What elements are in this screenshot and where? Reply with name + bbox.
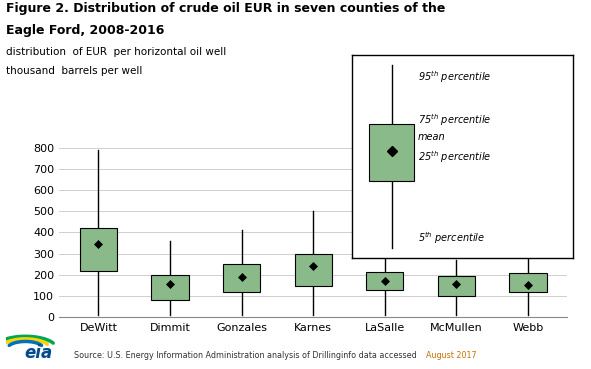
Text: 5$^{th}$ percentile: 5$^{th}$ percentile [418,230,485,246]
Text: distribution  of EUR  per horizontal oil well: distribution of EUR per horizontal oil w… [6,47,226,57]
Text: August 2017: August 2017 [426,351,476,360]
Text: eia: eia [24,344,53,362]
Text: thousand  barrels per well: thousand barrels per well [6,66,142,76]
Text: Figure 2. Distribution of crude oil EUR in seven counties of the: Figure 2. Distribution of crude oil EUR … [6,2,445,15]
Bar [369,124,414,181]
Bar [223,264,260,292]
Bar [366,272,404,290]
Bar [151,275,189,300]
Bar [295,254,332,286]
Bar [438,276,475,296]
Text: 95$^{th}$ percentile: 95$^{th}$ percentile [418,69,492,85]
Text: Source: U.S. Energy Information Administration analysis of Drillinginfo data acc: Source: U.S. Energy Information Administ… [74,351,419,360]
Text: 25$^{th}$ percentile: 25$^{th}$ percentile [418,149,492,165]
Bar [80,228,117,271]
Text: Eagle Ford, 2008-2016: Eagle Ford, 2008-2016 [6,24,164,37]
Bar [509,273,547,292]
Text: mean: mean [418,131,446,142]
Text: 75$^{th}$ percentile: 75$^{th}$ percentile [418,113,492,128]
